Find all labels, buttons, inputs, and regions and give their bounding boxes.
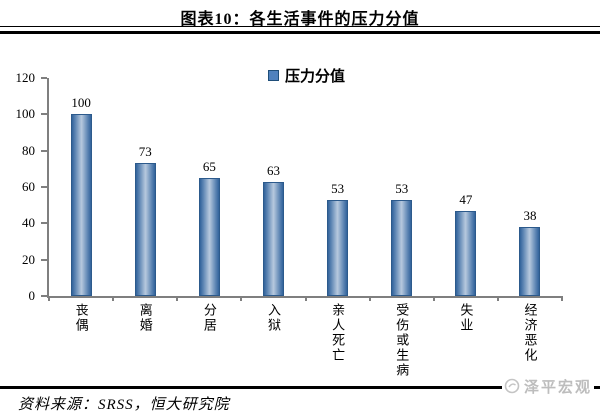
legend-marker-icon — [268, 70, 279, 81]
x-category-label: 失业 — [434, 303, 498, 333]
y-tick-mark — [41, 77, 47, 79]
zeping-macro-logo-icon — [504, 378, 520, 394]
bar-value-label: 53 — [331, 180, 345, 196]
y-tick-label: 80 — [22, 142, 35, 158]
x-category-label-text: 入狱 — [265, 303, 281, 333]
legend: 压力分值 — [268, 65, 345, 86]
x-category-label-text: 亲人死亡 — [330, 303, 346, 363]
x-tick-mark — [48, 296, 50, 301]
x-tick-mark — [561, 296, 563, 301]
watermark-text: 泽平宏观 — [523, 379, 592, 396]
y-tick-mark — [41, 222, 47, 225]
y-tick-label: 20 — [22, 251, 35, 267]
bar — [70, 114, 92, 296]
y-tick-mark — [41, 186, 47, 188]
y-tick-mark — [41, 295, 47, 297]
bar — [134, 163, 156, 296]
legend-label: 压力分值 — [285, 69, 346, 85]
x-tick-mark — [368, 296, 371, 301]
bar — [198, 177, 220, 296]
footer-rule — [0, 386, 600, 389]
x-category-label: 受伤或生病 — [370, 303, 434, 378]
y-tick-label: 100 — [15, 106, 36, 122]
y-tick-label: 40 — [22, 215, 35, 231]
x-category-label-text: 受伤或生病 — [394, 303, 410, 378]
y-tick-mark — [41, 149, 47, 152]
y-tick-label: 120 — [15, 70, 36, 85]
x-category-label-text: 经济恶化 — [522, 303, 538, 363]
bar — [391, 199, 413, 296]
x-tick-mark — [112, 296, 115, 301]
x-tick-mark — [176, 296, 179, 301]
x-tick-mark — [304, 296, 307, 301]
bar-value-label: 63 — [266, 162, 280, 178]
bar-value-label: 53 — [395, 180, 409, 196]
bar-value-label: 65 — [202, 158, 216, 174]
bar — [262, 181, 284, 296]
x-category-label-text: 失业 — [458, 303, 474, 333]
x-category-label: 分居 — [177, 303, 241, 333]
bar — [455, 210, 477, 296]
bar — [327, 199, 349, 296]
x-category-label-text: 离婚 — [137, 303, 153, 333]
bar-value-label: 38 — [523, 207, 537, 223]
y-axis: 0 20 40 60 80 100 120 — [0, 70, 47, 303]
x-tick-mark — [432, 296, 435, 301]
plot-area: 100 丧偶 73 离婚 65 分居 63 入狱 53 亲人死亡 53 受伤或生病 47 失业 38 经济恶化 — [47, 78, 563, 378]
x-tick-mark — [240, 296, 243, 301]
watermark: 泽平宏观 — [501, 376, 594, 396]
y-tick-mark — [41, 113, 47, 116]
x-category-label: 入狱 — [241, 303, 305, 333]
source-text: 资料来源：SRSS，恒大研究院 — [18, 397, 230, 413]
y-tick-mark — [41, 258, 47, 261]
y-tick-label: 60 — [22, 179, 35, 194]
bar-value-label: 47 — [459, 191, 473, 207]
header-rule-thick — [0, 31, 600, 34]
x-tick-mark — [496, 296, 499, 301]
bar-value-label: 73 — [138, 144, 152, 160]
x-category-label-text: 丧偶 — [73, 303, 89, 333]
x-category-label: 经济恶化 — [498, 303, 562, 363]
x-category-label: 丧偶 — [49, 303, 113, 333]
bar — [519, 226, 541, 296]
x-category-label-text: 分居 — [201, 303, 217, 333]
x-category-label: 亲人死亡 — [306, 303, 370, 363]
chart-title: 图表10：各生活事件的压力分值 — [180, 11, 420, 28]
x-category-label: 离婚 — [113, 303, 177, 333]
header-rule-thin — [0, 26, 600, 27]
y-tick-label: 0 — [28, 288, 36, 303]
bar-value-label: 100 — [71, 95, 91, 111]
